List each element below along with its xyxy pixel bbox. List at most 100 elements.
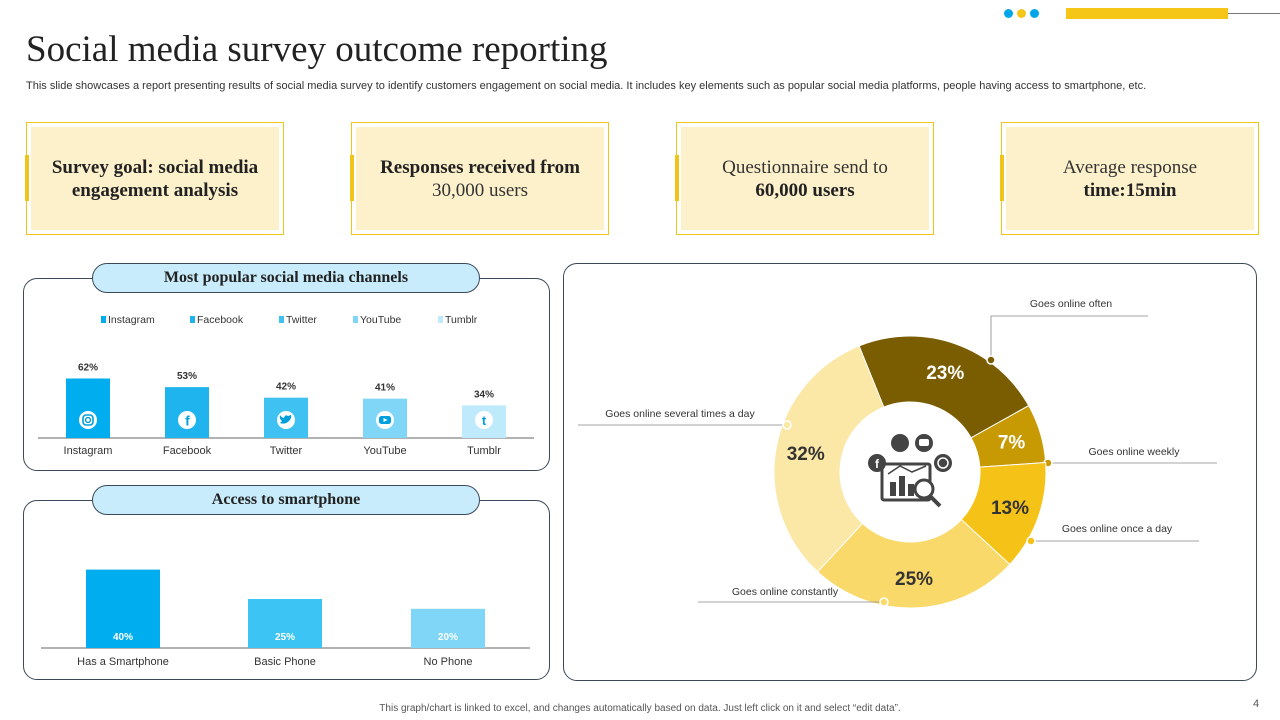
category-label: Basic Phone [254, 656, 316, 668]
card-line1: Questionnaire send to [722, 156, 888, 178]
whatsapp-icon [934, 454, 952, 472]
value-label: 25% [275, 632, 295, 643]
card-line1: Survey goal: social media [51, 156, 259, 178]
category-label: Has a Smartphone [77, 656, 169, 668]
bar-instagram [66, 378, 110, 438]
channels-bar-chart: Instagram Facebook Twitter YouTube Tumblr 62%… [38, 314, 534, 457]
slice-category-label: Goes online constantly [732, 586, 839, 598]
card-line2: 30,000 users [431, 179, 529, 201]
leader-dot [986, 355, 996, 365]
youtube-glyph [919, 439, 929, 446]
bar-0 [86, 569, 160, 648]
magnifier-handle [928, 494, 942, 508]
card-accent [350, 155, 354, 201]
value-label: 53% [177, 371, 197, 382]
legend-label: Twitter [286, 314, 317, 326]
slice-category-label: Goes online often [1030, 298, 1112, 310]
page-number: 4 [1253, 698, 1260, 710]
decorative-line [1228, 13, 1280, 14]
value-label: 40% [113, 632, 133, 643]
legend-label: Tumblr [445, 314, 478, 326]
smartphone-panel-title: Access to smartphone [92, 485, 480, 515]
legend-swatch [279, 316, 284, 323]
legend-label: Facebook [197, 314, 244, 326]
smartphone-bar-chart: 40% Has a Smartphone 25% Basic Phone 20% No P… [41, 569, 530, 668]
value-label: 20% [438, 632, 458, 643]
bar-glyph [908, 484, 914, 496]
bar-icon [277, 411, 295, 429]
deco-dot [1017, 9, 1026, 18]
donut-slice [816, 518, 1011, 609]
page-subtitle: This slide showcases a report presenting… [26, 80, 1147, 92]
legend-swatch [438, 316, 443, 323]
bar-icon [79, 411, 97, 429]
leader-line [990, 315, 1148, 360]
legend-label: Instagram [108, 314, 155, 326]
bar-icon: f [178, 411, 196, 429]
bar-1 [248, 599, 322, 648]
legend-swatch [101, 316, 106, 323]
value-label: 42% [276, 382, 296, 393]
instagram-icon-bg [79, 411, 97, 429]
facebook-icon: f [185, 413, 190, 429]
bar-2 [411, 608, 485, 648]
leader-dot [782, 420, 792, 430]
value-label: 62% [78, 362, 98, 373]
leader-dot [879, 597, 889, 607]
instagram-icon-lens [84, 416, 92, 424]
facebook-icon-bg [178, 411, 196, 429]
page-title: Social media survey outcome reporting [26, 29, 608, 70]
tumblr-icon: t [482, 413, 487, 428]
donut-slice [858, 335, 1030, 439]
instagram-icon [82, 414, 94, 426]
card-line1: Average response [1062, 156, 1198, 178]
whatsapp-glyph [937, 457, 949, 469]
engagement-donut-chart: 23% Goes online often 7% Goes online weekly… [578, 298, 1217, 609]
bar-icon [376, 411, 394, 429]
category-label: Facebook [163, 445, 212, 457]
card-accent [1000, 155, 1004, 201]
facebook-icon [868, 454, 886, 472]
donut-slice [773, 345, 885, 573]
category-label: Twitter [270, 445, 303, 457]
twitter-icon [279, 415, 292, 424]
card-line2: time:15min [1083, 179, 1177, 201]
leader-dot [1026, 536, 1036, 546]
slice-category-label: Goes online once a day [1062, 523, 1173, 535]
deco-dot [1004, 9, 1013, 18]
tumblr-icon-bg [475, 411, 493, 429]
twitter-icon [891, 434, 909, 452]
deco-dot [1030, 9, 1039, 18]
slice-category-label: Goes online weekly [1088, 446, 1180, 458]
channels-panel-title: Most popular social media channels [92, 263, 480, 293]
trend-line [887, 465, 927, 475]
facebook-glyph: f [875, 457, 880, 471]
category-label: YouTube [363, 445, 406, 457]
category-label: Instagram [64, 445, 113, 457]
legend-swatch [190, 316, 195, 323]
decorative-dots [1004, 9, 1039, 18]
slice-value-label: 7% [998, 433, 1026, 454]
bar-glyph [899, 476, 905, 496]
slice-value-label: 32% [787, 444, 825, 465]
slice-value-label: 25% [895, 569, 933, 590]
card-accent [25, 155, 29, 201]
magnifier-icon [913, 478, 935, 500]
card-responses: Responses received from 30,000 users [350, 122, 609, 235]
legend-swatch [353, 316, 358, 323]
card-response-time: Average response time:15min [1000, 122, 1259, 235]
card-questionnaire: Questionnaire send to 60,000 users [675, 122, 934, 235]
card-accent [675, 155, 679, 201]
bar-glyph [890, 482, 896, 496]
decorative-bar [1066, 8, 1228, 19]
social-analytics-icon: f [868, 434, 952, 508]
slice-value-label: 13% [991, 498, 1029, 519]
slice-value-label: 23% [926, 363, 964, 384]
category-label: No Phone [424, 656, 473, 668]
value-label: 41% [375, 383, 395, 394]
card-line1: Responses received from [380, 156, 580, 178]
card-survey-goal: Survey goal: social media engagement anal… [25, 122, 284, 235]
value-label: 34% [474, 389, 494, 400]
category-label: Tumblr [467, 445, 501, 457]
youtube-icon-play [383, 418, 388, 422]
